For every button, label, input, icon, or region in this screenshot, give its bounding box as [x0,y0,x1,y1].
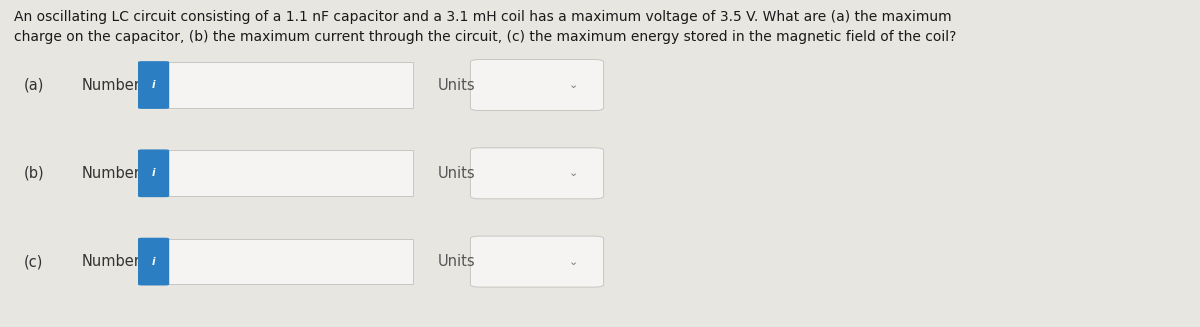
Text: Units: Units [438,77,475,93]
Text: (b): (b) [24,166,44,181]
FancyBboxPatch shape [138,238,169,285]
Text: (a): (a) [24,77,44,93]
Text: ⌄: ⌄ [569,257,578,267]
Text: Units: Units [438,254,475,269]
Text: ⌄: ⌄ [569,168,578,178]
Text: i: i [152,168,155,178]
FancyBboxPatch shape [167,150,413,196]
Text: An oscillating LC circuit consisting of a 1.1 nF capacitor and a 3.1 mH coil has: An oscillating LC circuit consisting of … [14,10,956,44]
Text: Number: Number [82,77,140,93]
FancyBboxPatch shape [138,149,169,197]
Text: Number: Number [82,254,140,269]
Text: ⌄: ⌄ [569,80,578,90]
FancyBboxPatch shape [167,62,413,108]
FancyBboxPatch shape [470,236,604,287]
FancyBboxPatch shape [167,239,413,284]
FancyBboxPatch shape [138,61,169,109]
Text: Units: Units [438,166,475,181]
FancyBboxPatch shape [470,148,604,199]
Text: Number: Number [82,166,140,181]
Text: i: i [152,257,155,267]
FancyBboxPatch shape [470,60,604,111]
Text: (c): (c) [24,254,43,269]
Text: i: i [152,80,155,90]
